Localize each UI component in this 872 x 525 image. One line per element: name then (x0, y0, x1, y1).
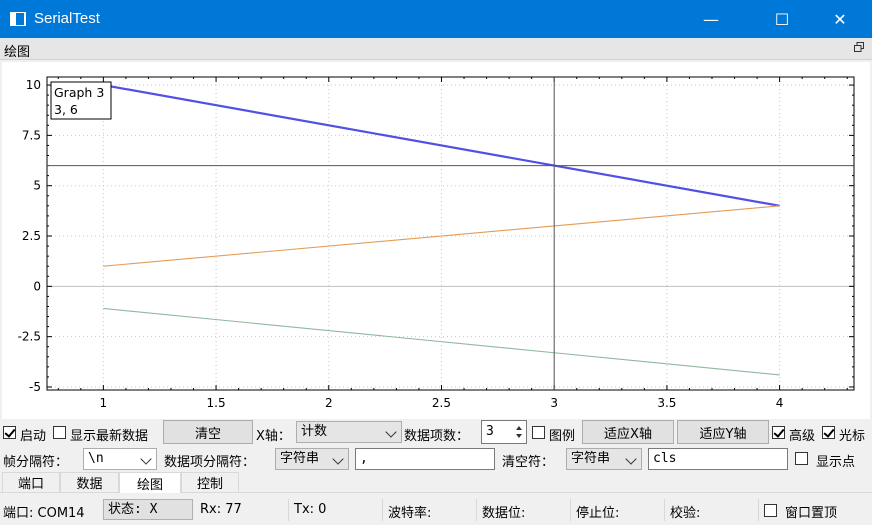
x-tick-label: 3.5 (657, 396, 676, 410)
x-tick-label: 2.5 (432, 396, 451, 410)
dock-title: 绘图 (4, 45, 31, 60)
tab-port[interactable]: 端口 (2, 472, 60, 492)
status-baud: 波特率: (388, 506, 432, 521)
frame-sep-select[interactable]: \n (83, 448, 157, 470)
status-divider (382, 499, 383, 521)
fit-x-button[interactable]: 适应X轴 (582, 420, 674, 444)
status-stopbits: 停止位: (576, 506, 620, 521)
tab-plot[interactable]: 绘图 (119, 472, 181, 493)
status-tx: Tx: 0 (294, 502, 327, 517)
legend-checkbox[interactable] (532, 426, 545, 439)
maximize-button[interactable]: ☐ (774, 9, 790, 29)
show-points-label: 显示点 (816, 455, 856, 470)
clear-button[interactable]: 清空 (163, 420, 253, 444)
start-label: 启动 (20, 429, 47, 444)
tab-control[interactable]: 控制 (181, 472, 239, 492)
status-bar: 端口: COM14 状态: X Rx: 77 Tx: 0 波特率: 数据位: 停… (0, 497, 872, 525)
advanced-checkbox[interactable] (772, 426, 785, 439)
cursor-checkbox[interactable] (822, 426, 835, 439)
chevron-down-icon (140, 453, 152, 465)
status-divider (758, 499, 759, 521)
frame-sep-label: 帧分隔符： (3, 455, 69, 470)
item-count-spinbox[interactable]: 3 (481, 420, 527, 444)
window-title: SerialTest (34, 10, 100, 27)
x-tick-label: 3 (550, 396, 558, 410)
line-chart[interactable]: 1 1.5 2 2.5 3 3.5 4 10 7.5 5 2.5 0 -2.5 -5 Graph 3 3,… (2, 62, 870, 419)
show-latest-checkbox[interactable] (53, 426, 66, 439)
item-sep-value: , (360, 451, 368, 466)
status-divider (288, 499, 289, 521)
status-parity: 校验: (670, 506, 701, 521)
item-sep-label: 数据项分隔符： (164, 455, 256, 470)
tooltip-box (50, 81, 112, 120)
tab-data[interactable]: 数据 (60, 472, 119, 492)
y-tick-label: -5 (29, 380, 41, 394)
plot-dock-header: 绘图 (0, 38, 872, 60)
x-axis-select[interactable]: 计数 (296, 421, 402, 443)
y-tick-label: 2.5 (22, 229, 41, 243)
x-axis-value: 计数 (301, 424, 328, 439)
item-count-value: 3 (486, 424, 494, 439)
chevron-down-icon (625, 453, 637, 465)
spin-arrows-icon[interactable] (514, 422, 524, 442)
status-state: 状态: X (108, 502, 158, 517)
status-state-button[interactable]: 状态: X (103, 499, 193, 520)
plot-frame (46, 76, 855, 391)
clear-char-value: cls (653, 451, 677, 466)
status-databits: 数据位: (482, 506, 526, 521)
show-latest-label: 显示最新数据 (70, 429, 149, 444)
tooltip-graph-name: Graph 3 (54, 85, 104, 100)
minimize-button[interactable]: — (703, 9, 719, 29)
item-count-label: 数据项数： (404, 429, 470, 444)
bottom-tab-bar: 端口 数据 绘图 控制 (0, 472, 872, 493)
legend-label: 图例 (549, 429, 576, 444)
float-window-icon[interactable] (854, 42, 864, 52)
item-sep-type-value: 字符串 (280, 451, 320, 466)
status-port: 端口: COM14 (3, 506, 85, 521)
x-axis-label: X轴： (256, 429, 291, 444)
y-tick-label: 10 (26, 78, 41, 92)
clear-char-label: 清空符： (502, 455, 555, 470)
title-bar: SerialTest — ☐ ✕ (0, 0, 872, 38)
status-rx: Rx: 77 (200, 502, 242, 517)
clear-char-type-select[interactable]: 字符串 (566, 448, 642, 470)
y-tick-label: 0 (33, 279, 41, 293)
y-tick-label: -2.5 (18, 330, 41, 344)
close-button[interactable]: ✕ (833, 9, 847, 29)
item-sep-type-select[interactable]: 字符串 (275, 448, 349, 470)
fit-y-button[interactable]: 适应Y轴 (677, 420, 769, 444)
advanced-label: 高级 (789, 429, 816, 444)
series-line-3 (103, 307, 780, 376)
status-divider (570, 499, 571, 521)
clear-char-type-value: 字符串 (571, 451, 611, 466)
x-tick-label: 4 (776, 396, 784, 410)
tooltip-coordinates: 3, 6 (54, 102, 78, 117)
chevron-down-icon (385, 426, 397, 438)
window-on-top-checkbox[interactable] (764, 504, 777, 517)
status-divider (476, 499, 477, 521)
frame-sep-value: \n (88, 451, 104, 466)
start-checkbox[interactable] (3, 426, 16, 439)
clear-char-input[interactable]: cls (648, 448, 788, 470)
window-on-top-label: 窗口置顶 (785, 506, 838, 521)
item-sep-input[interactable]: , (355, 448, 495, 470)
plot-area[interactable]: 1 1.5 2 2.5 3 3.5 4 10 7.5 5 2.5 0 -2.5 -5 Graph 3 3,… (2, 62, 870, 419)
x-tick-label: 1.5 (207, 396, 226, 410)
chevron-down-icon (332, 453, 344, 465)
status-divider (664, 499, 665, 521)
x-tick-label: 1 (100, 396, 108, 410)
series-line-1 (103, 83, 780, 207)
y-tick-label: 5 (33, 179, 41, 193)
y-tick-label: 7.5 (22, 128, 41, 142)
cursor-label: 光标 (839, 429, 866, 444)
x-tick-label: 2 (325, 396, 333, 410)
app-icon (10, 12, 26, 26)
show-points-checkbox[interactable] (795, 452, 808, 465)
